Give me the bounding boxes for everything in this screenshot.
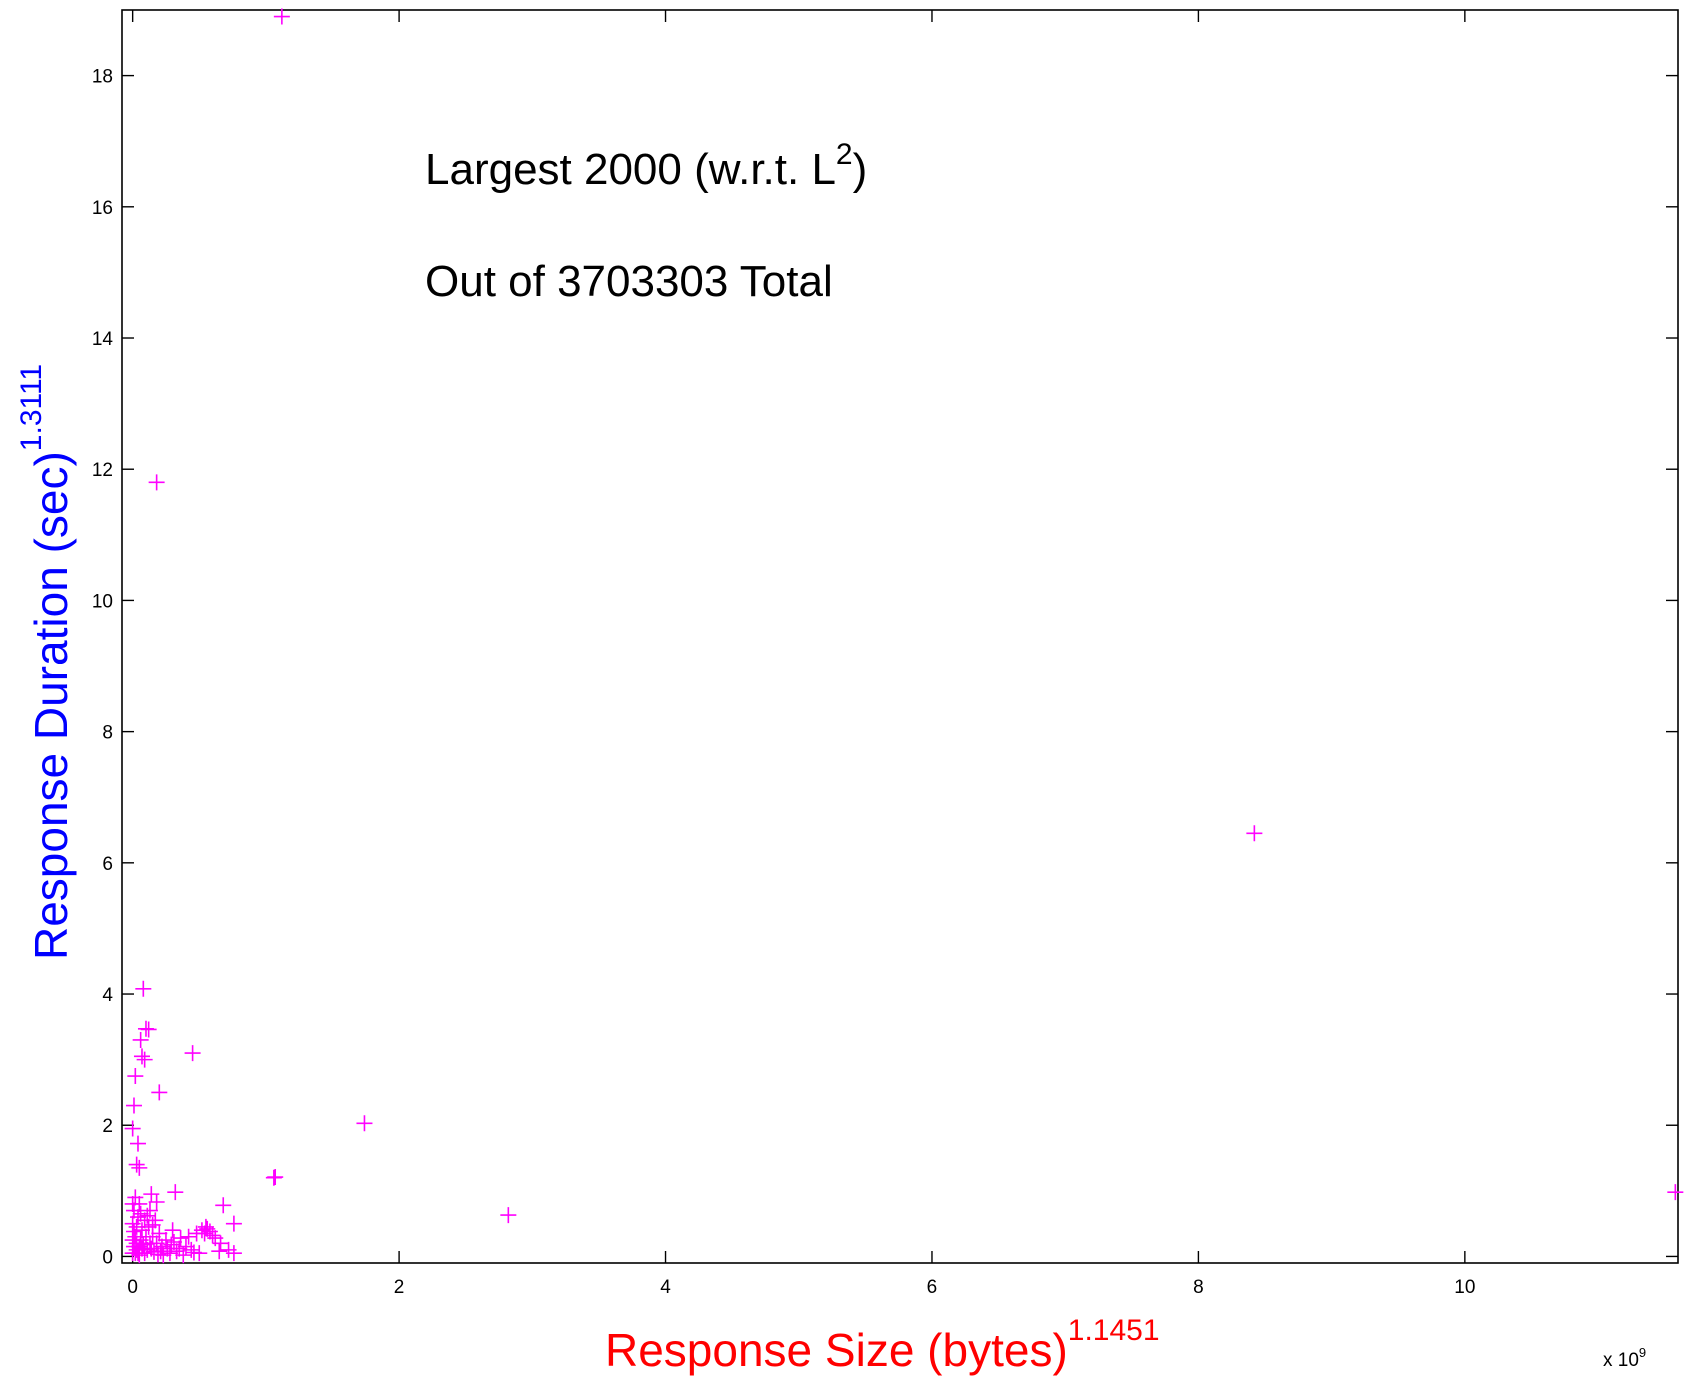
data-point <box>500 1207 517 1224</box>
data-point <box>167 1184 184 1201</box>
data-point <box>155 1247 172 1264</box>
x-tick-label: 4 <box>660 1277 671 1298</box>
y-tick-label: 6 <box>102 854 113 875</box>
data-point <box>197 1218 214 1235</box>
x-axis-label: Response Size (bytes)1.1451 <box>605 1314 1160 1376</box>
annotation-total: Out of 3703303 Total <box>425 257 833 306</box>
x-axis-ticks: 0 2 4 6 8 10 <box>127 10 1475 1298</box>
y-tick-label: 8 <box>102 723 113 744</box>
x-tick-label: 2 <box>394 1277 405 1298</box>
y-tick-label: 0 <box>102 1247 113 1268</box>
data-point <box>131 1159 148 1176</box>
data-point <box>132 1205 149 1222</box>
data-point <box>225 1215 242 1232</box>
y-tick-label: 10 <box>92 591 113 612</box>
data-point <box>159 1240 176 1257</box>
plot-frame <box>121 9 1679 1264</box>
data-point <box>148 474 165 491</box>
data-point <box>152 1243 169 1260</box>
data-point <box>141 1202 158 1219</box>
data-point <box>124 1215 141 1232</box>
y-tick-label: 14 <box>92 329 114 350</box>
data-point <box>215 1197 232 1214</box>
data-point <box>225 1245 242 1262</box>
y-tick-label: 12 <box>92 460 113 481</box>
data-point <box>163 1236 180 1253</box>
y-tick-label: 2 <box>102 1116 113 1137</box>
y-tick-label: 18 <box>92 67 113 88</box>
data-point <box>125 1097 142 1114</box>
y-tick-label: 4 <box>102 985 113 1006</box>
y-axis-ticks: 0 2 4 6 8 10 12 14 16 18 <box>92 67 1678 1268</box>
data-point <box>140 1218 157 1235</box>
data-point <box>133 1048 150 1065</box>
data-point <box>148 1235 165 1252</box>
data-point <box>204 1227 221 1244</box>
data-point <box>140 1021 157 1038</box>
data-point <box>137 1228 154 1245</box>
scatter-points <box>124 8 1684 1264</box>
data-point <box>356 1115 373 1132</box>
data-point <box>184 1045 201 1062</box>
data-point <box>161 1245 178 1262</box>
data-point <box>129 1135 146 1152</box>
data-point <box>127 1189 144 1206</box>
data-point <box>136 1051 153 1068</box>
data-point <box>125 1223 142 1240</box>
y-axis-label: Response Duration (sec)1.3111 <box>15 364 77 960</box>
data-point <box>165 1234 182 1251</box>
data-point <box>124 1232 141 1249</box>
data-point <box>148 1193 165 1210</box>
data-point <box>273 8 290 25</box>
data-point <box>1667 1184 1684 1201</box>
x-tick-label: 6 <box>927 1277 938 1298</box>
annotation-largest: Largest 2000 (w.r.t. L2) <box>425 138 867 194</box>
x-axis-multiplier: x 109 <box>1603 1345 1646 1371</box>
data-point <box>212 1235 229 1252</box>
data-point <box>183 1241 200 1258</box>
data-point <box>172 1230 189 1247</box>
data-point <box>127 1068 144 1085</box>
data-point <box>211 1243 228 1260</box>
data-point <box>128 1156 145 1173</box>
data-point <box>124 1195 141 1212</box>
data-point <box>124 1120 141 1137</box>
data-point <box>185 1244 202 1261</box>
x-tick-label: 0 <box>127 1277 138 1298</box>
y-tick-label: 16 <box>92 198 113 219</box>
x-tick-label: 8 <box>1193 1277 1204 1298</box>
data-point <box>135 980 152 997</box>
data-point <box>151 1225 168 1242</box>
data-point <box>132 1031 149 1048</box>
data-point <box>125 1202 142 1219</box>
data-point <box>1246 825 1263 842</box>
data-point <box>133 1240 150 1257</box>
data-point <box>164 1222 181 1239</box>
data-point <box>144 1216 161 1233</box>
data-point <box>151 1084 168 1101</box>
data-point <box>265 1169 282 1186</box>
data-point <box>180 1228 197 1245</box>
x-tick-label: 10 <box>1454 1277 1475 1298</box>
data-point <box>131 1247 148 1264</box>
